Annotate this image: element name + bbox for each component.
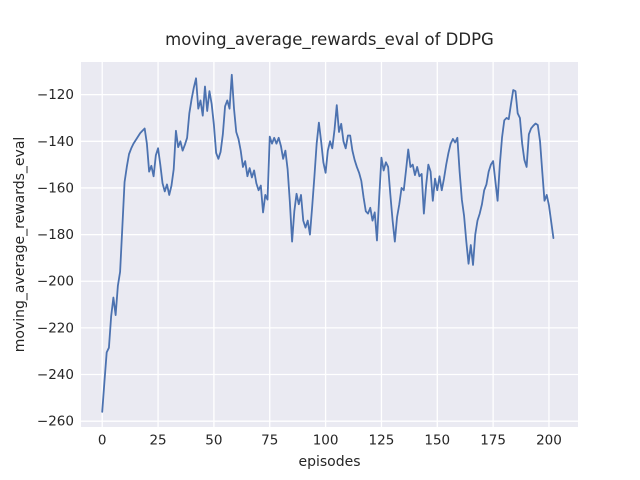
x-tick-label: 50 [205,433,222,449]
y-tick-label: −260 [37,414,74,430]
x-tick-label: 200 [536,433,562,449]
x-tick-label: 75 [261,433,278,449]
x-tick-label: 125 [369,433,395,449]
x-tick-labels: 0 25 50 75 100 125 150 175 200 [98,433,562,449]
y-tick-labels: −120 −140 −160 −180 −200 −220 −240 −260 [37,87,74,430]
y-tick-label: −200 [37,274,74,290]
reward-line [101,73,555,413]
x-tick-label: 100 [313,433,339,449]
y-tick-label: −120 [37,87,74,103]
y-tick-label: −240 [37,367,74,383]
x-tick-label: 175 [480,433,506,449]
x-tick-label: 25 [149,433,166,449]
x-axis-label: episodes [298,454,360,470]
y-tick-label: −180 [37,227,74,243]
chart-title: moving_average_rewards_eval of DDPG [165,30,494,50]
plot-area [81,62,578,427]
y-axis-label: moving_average_rewards_eval [12,137,28,353]
y-tick-label: −140 [37,134,74,150]
y-tick-label: −220 [37,320,74,336]
y-tick-label: −160 [37,180,74,196]
x-tick-label: 0 [98,433,107,449]
x-tick-label: 150 [424,433,450,449]
